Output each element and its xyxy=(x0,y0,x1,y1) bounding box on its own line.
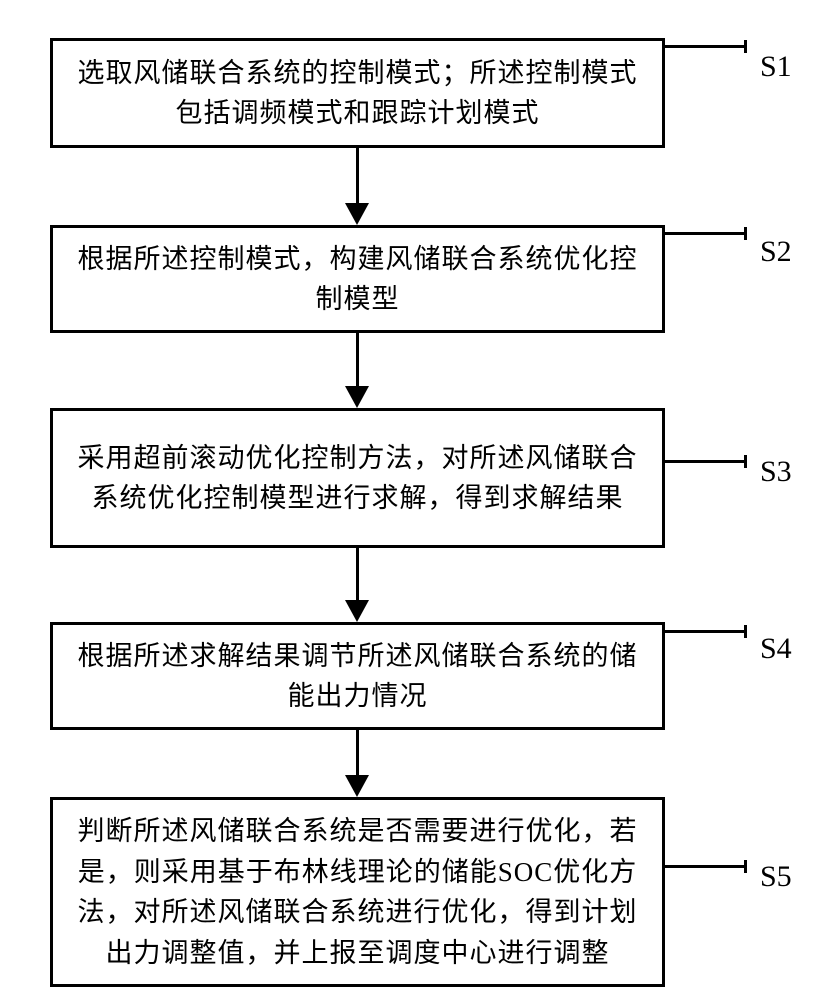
step-label-s4: S4 xyxy=(760,632,792,666)
arrow-line-4 xyxy=(356,730,359,775)
step-text-s5: 判断所述风储联合系统是否需要进行优化，若是，则采用基于布林线理论的储能SOC优化… xyxy=(73,811,642,973)
connector-s5 xyxy=(665,865,745,868)
flowchart-canvas: 选取风储联合系统的控制模式；所述控制模式包括调频模式和跟踪计划模式 S1 根据所… xyxy=(0,0,813,1000)
step-label-s2: S2 xyxy=(760,235,792,269)
connector-s1 xyxy=(665,45,745,48)
connector-s3 xyxy=(665,460,745,463)
step-box-s3: 采用超前滚动优化控制方法，对所述风储联合系统优化控制模型进行求解，得到求解结果 xyxy=(50,408,665,548)
step-text-s4: 根据所述求解结果调节所述风储联合系统的储能出力情况 xyxy=(73,636,642,717)
tick-s3 xyxy=(744,455,747,468)
arrow-head-4 xyxy=(345,775,369,797)
arrow-head-3 xyxy=(345,600,369,622)
connector-s2 xyxy=(665,232,745,235)
step-text-s1: 选取风储联合系统的控制模式；所述控制模式包括调频模式和跟踪计划模式 xyxy=(73,53,642,134)
arrow-head-2 xyxy=(345,386,369,408)
step-label-s1: S1 xyxy=(760,50,792,84)
arrow-line-2 xyxy=(356,333,359,386)
tick-s4 xyxy=(744,625,747,638)
step-box-s5: 判断所述风储联合系统是否需要进行优化，若是，则采用基于布林线理论的储能SOC优化… xyxy=(50,797,665,987)
tick-s1 xyxy=(744,40,747,53)
arrow-line-1 xyxy=(356,148,359,203)
step-label-s5: S5 xyxy=(760,860,792,894)
arrow-head-1 xyxy=(345,203,369,225)
step-text-s3: 采用超前滚动优化控制方法，对所述风储联合系统优化控制模型进行求解，得到求解结果 xyxy=(73,438,642,519)
tick-s5 xyxy=(744,860,747,873)
step-box-s1: 选取风储联合系统的控制模式；所述控制模式包括调频模式和跟踪计划模式 xyxy=(50,38,665,148)
connector-s4 xyxy=(665,630,745,633)
step-text-s2: 根据所述控制模式，构建风储联合系统优化控制模型 xyxy=(73,239,642,320)
step-label-s3: S3 xyxy=(760,455,792,489)
tick-s2 xyxy=(744,227,747,240)
step-box-s2: 根据所述控制模式，构建风储联合系统优化控制模型 xyxy=(50,225,665,333)
step-box-s4: 根据所述求解结果调节所述风储联合系统的储能出力情况 xyxy=(50,622,665,730)
arrow-line-3 xyxy=(356,548,359,600)
